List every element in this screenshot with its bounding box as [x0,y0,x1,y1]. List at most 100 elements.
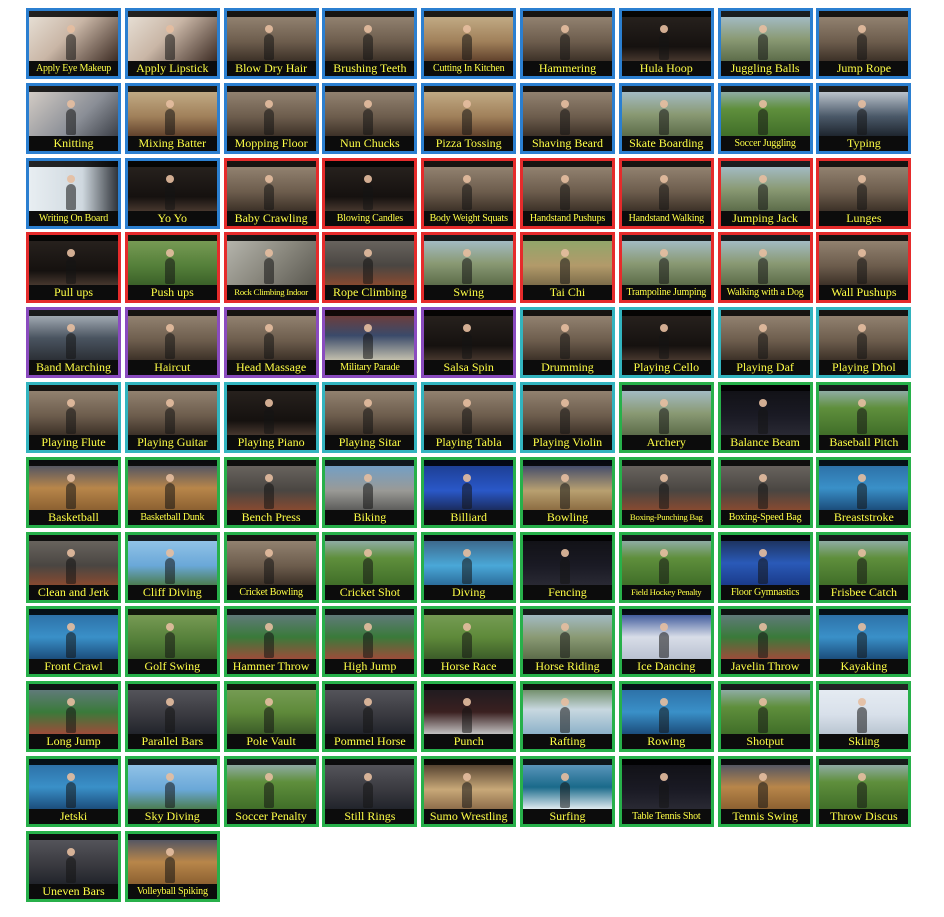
action-label: Basketball Dunk [127,509,217,525]
action-label: Blow Dry Hair [226,61,316,76]
action-tile-bowling: Bowling [519,456,615,528]
action-tile-jumping-jack: Jumping Jack [717,157,813,229]
action-tile-field-hockey-penalty: Field Hockey Penalty [618,531,714,603]
thumbnail-image [226,85,316,137]
thumbnail-image [819,758,909,810]
action-label: Drumming [522,360,612,376]
thumbnail-image [720,160,810,212]
person-silhouette [66,473,77,509]
person-silhouette [461,772,472,808]
person-silhouette [757,25,768,60]
thumbnail-image [325,310,415,362]
action-tile-uneven-bars: Uneven Bars [26,830,121,902]
action-tile-body-weight-squats: Body Weight Squats [421,157,517,229]
action-tile-haircut: Haircut [124,307,220,379]
action-label: Uneven Bars [29,883,118,899]
thumbnail-image [127,684,217,736]
action-label: Mixing Batter [127,135,217,151]
person-silhouette [263,99,274,135]
action-tile-military-parade: Military Parade [322,307,418,379]
action-label: Table Tennis Shot [621,808,711,824]
thumbnail-image [325,85,415,137]
thumbnail-image [522,85,612,137]
person-silhouette [362,249,373,285]
action-tile-lunges: Lunges [816,157,912,229]
thumbnail-image [621,85,711,137]
action-label: Rowing [621,734,711,750]
action-tile-pizza-tossing: Pizza Tossing [421,82,517,154]
person-silhouette [461,398,472,434]
action-label: Shotput [720,734,810,750]
person-silhouette [856,473,867,509]
thumbnail-image [720,384,810,436]
person-silhouette [165,174,176,210]
action-label: Playing Tabla [424,434,514,450]
action-tile-fencing: Fencing [519,531,615,603]
thumbnail-image [226,11,316,62]
person-silhouette [461,473,472,509]
person-silhouette [165,847,176,883]
action-label: Clean and Jerk [29,584,118,600]
thumbnail-image [127,160,217,212]
action-label: Throw Discus [819,808,909,824]
action-tile-horse-race: Horse Race [421,606,517,678]
action-label: Body Weight Squats [424,210,514,226]
thumbnail-image [720,11,810,62]
action-tile-playing-sitar: Playing Sitar [322,381,418,453]
action-label: Rope Climbing [325,285,415,301]
action-tile-nun-chucks: Nun Chucks [322,82,418,154]
action-label: Shaving Beard [522,135,612,151]
action-tile-hammer-throw: Hammer Throw [223,606,319,678]
action-label: Horse Race [424,659,514,675]
action-tile-handstand-walking: Handstand Walking [618,157,714,229]
action-tile-hammering: Hammering [519,8,615,79]
action-tile-volleyball-spiking: Volleyball Spiking [124,830,220,902]
action-label: Haircut [127,360,217,376]
person-silhouette [659,25,670,60]
action-tile-tennis-swing: Tennis Swing [717,755,813,827]
action-label: Tai Chi [522,285,612,301]
thumbnail-image [325,235,415,287]
action-tile-basketball: Basketball [26,456,121,528]
action-label: Playing Flute [29,434,118,450]
action-tile-front-crawl: Front Crawl [26,606,121,678]
action-tile-long-jump: Long Jump [26,681,121,753]
action-label: Playing Guitar [127,434,217,450]
person-silhouette [560,772,571,808]
person-silhouette [263,772,274,808]
action-tile-soccer-juggling: Soccer Juggling [717,82,813,154]
thumbnail-image [127,384,217,436]
action-tile-head-massage: Head Massage [223,307,319,379]
action-tile-sumo-wrestling: Sumo Wrestling [421,755,517,827]
person-silhouette [461,174,472,210]
action-tile-salsa-spin: Salsa Spin [421,307,517,379]
thumbnail-image [127,833,217,885]
action-label: Salsa Spin [424,360,514,376]
thumbnail-image [127,758,217,810]
person-silhouette [263,249,274,285]
action-label: Hammering [522,61,612,76]
action-label: Playing Dhol [819,360,909,376]
person-silhouette [856,174,867,210]
action-tile-soccer-penalty: Soccer Penalty [223,755,319,827]
action-tile-apply-eye-makeup: Apply Eye Makeup [26,8,121,79]
thumbnail-image [424,384,514,436]
thumbnail-image [29,384,118,436]
action-tile-playing-flute: Playing Flute [26,381,121,453]
thumbnail-image [29,609,118,661]
action-label: Skiing [819,734,909,750]
action-label: Baby Crawling [226,210,316,226]
action-tile-bench-press: Bench Press [223,456,319,528]
action-tile-kayaking: Kayaking [816,606,912,678]
action-tile-basketball-dunk: Basketball Dunk [124,456,220,528]
action-label: Jump Rope [819,61,909,76]
thumbnail-image [720,534,810,586]
person-silhouette [659,99,670,135]
action-label: Still Rings [325,808,415,824]
action-label: Mopping Floor [226,135,316,151]
action-tile-skate-boarding: Skate Boarding [618,82,714,154]
action-label: Wall Pushups [819,285,909,301]
action-label: Skate Boarding [621,135,711,151]
action-label: Front Crawl [29,659,118,675]
person-silhouette [362,324,373,360]
